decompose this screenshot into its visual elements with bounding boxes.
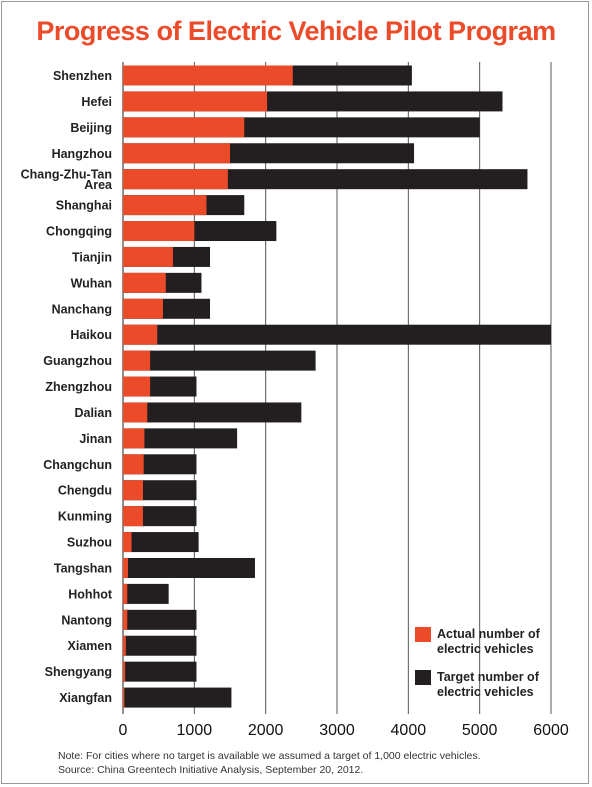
category-label-7: Tianjin xyxy=(72,250,112,264)
category-label-16: Chengdu xyxy=(58,484,112,498)
bar-target-11 xyxy=(123,350,316,371)
note-text: Note: For cities where no target is avai… xyxy=(58,750,481,762)
legend-label-actual-2: electric vehicles xyxy=(437,642,534,656)
bar-target-23 xyxy=(123,661,197,682)
category-label-2: Beijing xyxy=(70,121,112,135)
category-label-6: Chongqing xyxy=(46,225,112,239)
source-text: Source: China Greentech Initiative Analy… xyxy=(58,764,364,776)
bar-target-21 xyxy=(123,609,197,630)
category-label-21: Nantong xyxy=(61,613,112,627)
bar-actual-0 xyxy=(123,65,293,86)
bar-actual-14 xyxy=(123,428,145,449)
bar-actual-11 xyxy=(123,350,151,371)
legend-swatch-actual xyxy=(415,627,431,642)
bar-target-24 xyxy=(123,687,232,708)
bar-actual-24 xyxy=(123,687,125,708)
category-label-19: Tangshan xyxy=(54,561,112,575)
bar-actual-7 xyxy=(123,246,173,267)
x-tick-label-0: 0 xyxy=(119,722,128,739)
category-label-18: Suzhou xyxy=(67,536,112,550)
x-tick-label-3: 3000 xyxy=(319,722,355,739)
bar-target-18 xyxy=(123,532,199,553)
category-label-14: Jinan xyxy=(79,432,112,446)
bar-actual-8 xyxy=(123,272,166,293)
category-label-13: Dalian xyxy=(74,406,112,420)
category-label-12: Zhengzhou xyxy=(45,380,112,394)
bar-actual-23 xyxy=(123,661,126,682)
legend: Actual number of electric vehicles Targe… xyxy=(415,627,541,699)
category-label-4-1: Area xyxy=(84,178,113,192)
category-label-22: Xiamen xyxy=(68,639,112,653)
bar-actual-4 xyxy=(123,169,228,190)
category-label-8: Wuhan xyxy=(71,276,112,290)
bar-target-20 xyxy=(123,583,169,604)
category-label-4-0: Chang-Zhu-Tan xyxy=(21,167,112,181)
bars xyxy=(123,65,551,708)
legend-label-target-1: Target number of xyxy=(437,670,540,684)
bar-actual-20 xyxy=(123,583,128,604)
bar-actual-6 xyxy=(123,221,195,242)
category-label-15: Changchun xyxy=(43,458,112,472)
bar-actual-15 xyxy=(123,454,144,475)
bar-actual-3 xyxy=(123,143,230,164)
bar-target-22 xyxy=(123,635,197,656)
x-tick-label-2: 2000 xyxy=(248,722,284,739)
bar-actual-10 xyxy=(123,324,158,345)
bar-actual-16 xyxy=(123,480,143,501)
bar-actual-12 xyxy=(123,376,151,397)
category-label-11: Guangzhou xyxy=(43,354,112,368)
category-label-20: Hohhot xyxy=(68,587,113,601)
legend-label-target-2: electric vehicles xyxy=(437,685,534,699)
category-label-9: Nanchang xyxy=(52,302,112,316)
category-label-1: Hefei xyxy=(81,95,112,109)
category-label-17: Kunming xyxy=(58,510,112,524)
bar-actual-5 xyxy=(123,195,207,216)
x-tick-label-1: 1000 xyxy=(177,722,213,739)
bar-target-19 xyxy=(123,557,255,578)
bar-actual-19 xyxy=(123,557,128,578)
category-label-3: Hangzhou xyxy=(52,147,112,161)
category-label-5: Shanghai xyxy=(56,199,112,213)
x-tick-label-6: 6000 xyxy=(533,722,569,739)
category-labels: Shenzhen Hefei Beijing Hangzhou Chang-Zhu-Ta… xyxy=(21,69,113,705)
bar-actual-13 xyxy=(123,402,148,423)
footnotes: Note: For cities where no target is avai… xyxy=(58,749,588,777)
bar-actual-1 xyxy=(123,91,268,112)
x-tick-label-4: 4000 xyxy=(391,722,427,739)
category-label-24: Xiangfan xyxy=(59,691,112,705)
legend-swatch-target xyxy=(415,670,431,685)
bar-target-10 xyxy=(123,324,551,345)
category-label-23: Shengyang xyxy=(45,665,112,679)
chart-title: Progress of Electric Vehicle Pilot Progr… xyxy=(36,16,556,46)
x-tick-labels: 0 1000 2000 3000 4000 5000 6000 xyxy=(119,722,569,739)
bar-actual-22 xyxy=(123,635,126,656)
category-label-10: Haikou xyxy=(70,328,112,342)
category-label-0: Shenzhen xyxy=(53,69,112,83)
bar-target-13 xyxy=(123,402,302,423)
bar-actual-21 xyxy=(123,609,128,630)
bar-actual-17 xyxy=(123,506,143,527)
bar-actual-2 xyxy=(123,117,245,138)
legend-label-actual-1: Actual number of xyxy=(437,627,541,641)
bar-target-14 xyxy=(123,428,238,449)
bar-actual-9 xyxy=(123,298,163,319)
bar-actual-18 xyxy=(123,532,132,553)
x-tick-label-5: 5000 xyxy=(462,722,498,739)
